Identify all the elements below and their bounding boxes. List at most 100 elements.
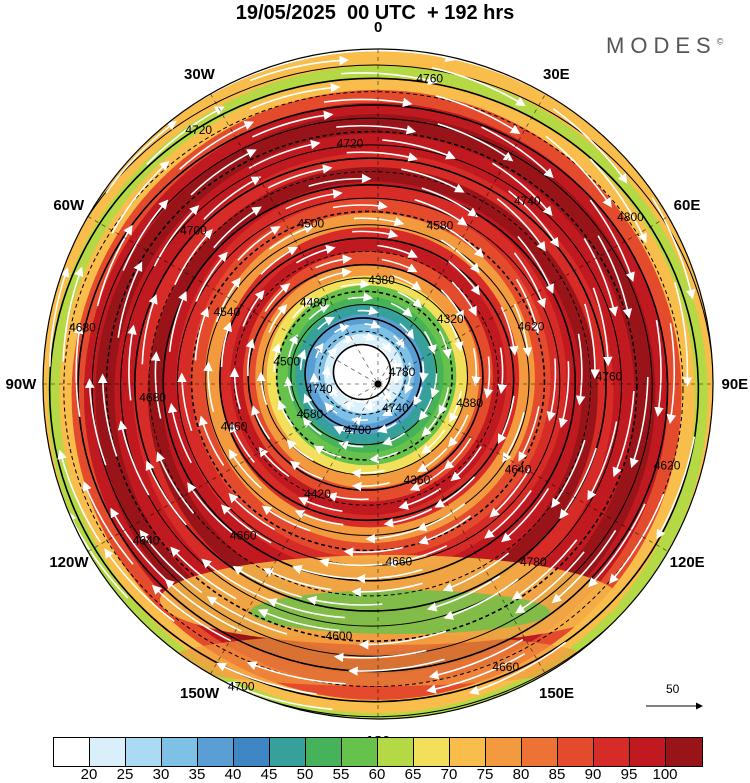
streamline-arrow xyxy=(62,266,84,362)
longitude-label: 150W xyxy=(180,684,220,702)
longitude-label: 90W xyxy=(5,375,37,393)
streamline-arrow xyxy=(484,490,532,539)
streamline-arrow xyxy=(249,82,341,110)
colorbar-swatch xyxy=(558,738,594,766)
streamline-arrow xyxy=(608,493,665,584)
colorbar-tick-label: 95 xyxy=(620,766,638,783)
streamline-arrow xyxy=(309,372,320,390)
streamline-arrow xyxy=(346,151,418,162)
streamline-arrow xyxy=(313,445,341,458)
streamline-arrow xyxy=(333,426,354,435)
streamline-arrow xyxy=(245,338,255,377)
streamline-arrow xyxy=(589,158,647,244)
streamline-arrow xyxy=(292,298,315,319)
streamline-arrow xyxy=(390,302,413,318)
streamline-arrow xyxy=(401,168,465,193)
streamline-arrow xyxy=(111,160,170,234)
contour-label: 4580 xyxy=(297,407,324,421)
streamline-arrow xyxy=(336,124,417,135)
streamline-arrow xyxy=(190,149,257,196)
streamline-arrow xyxy=(198,415,225,466)
streamline-arrow xyxy=(489,468,531,518)
streamline-arrow xyxy=(654,319,664,417)
contour-label: 4360 xyxy=(404,473,431,487)
streamline-arrow xyxy=(517,235,554,294)
streamline-arrow xyxy=(437,123,514,162)
streamline-arrow xyxy=(246,661,346,685)
colorbar-swatch xyxy=(126,738,162,766)
streamline-arrow xyxy=(257,608,340,632)
streamline-arrow xyxy=(651,197,696,300)
streamline-arrow xyxy=(518,406,540,462)
colorbar-tick-label: 55 xyxy=(332,766,350,783)
contour-label: 4720 xyxy=(337,136,364,150)
colorbar-swatch xyxy=(198,738,234,766)
reference-vector-label: 50 xyxy=(666,682,680,696)
streamline-arrow xyxy=(397,291,423,309)
colorbar-swatch xyxy=(594,738,630,766)
colorbar-swatch xyxy=(270,738,306,766)
streamline-arrow xyxy=(358,630,447,650)
streamline-arrow xyxy=(271,342,281,373)
streamline-arrow xyxy=(206,596,288,635)
streamline-arrow xyxy=(351,481,390,492)
height-contour xyxy=(133,157,607,612)
streamline-arrow xyxy=(481,126,554,179)
streamline-arrow xyxy=(323,97,413,108)
streamline-arrow xyxy=(514,551,585,614)
height-contour xyxy=(120,144,622,627)
streamline-arrow xyxy=(338,441,364,451)
colorbar-ticks: 20 25 30 35 40 45 50 55 60 65 70 75 80 85 90 95 100 xyxy=(53,766,703,783)
streamline-arrow xyxy=(443,437,472,470)
streamline-arrow xyxy=(381,258,418,273)
streamline-arrow xyxy=(268,304,288,333)
colorbar-tick-label: 60 xyxy=(368,766,386,783)
colorbar-tick-label: 40 xyxy=(224,766,242,783)
streamline-arrow xyxy=(216,662,317,695)
streamline-arrow xyxy=(104,548,175,622)
streamline-arrow xyxy=(303,393,316,413)
streamline-arrow xyxy=(329,385,339,397)
height-contour xyxy=(190,210,546,552)
streamline-arrow xyxy=(508,190,559,248)
contour-label: 4640 xyxy=(505,463,532,477)
streamline-arrow xyxy=(656,436,696,540)
streamline-arrow xyxy=(295,244,336,264)
contour-label: 4740 xyxy=(382,401,409,415)
streamline-arrow xyxy=(492,162,553,217)
streamline-arrow xyxy=(559,447,597,520)
contour-label: 4680 xyxy=(139,391,166,405)
colorbar-swatch xyxy=(630,738,666,766)
longitude-label: 120W xyxy=(49,554,89,571)
streamline-arrow xyxy=(170,546,237,600)
colorbar-swatch xyxy=(54,738,90,766)
streamline-arrow xyxy=(167,402,192,464)
streamline-arrow xyxy=(443,578,519,620)
contour-label: 4700 xyxy=(180,224,207,238)
colorbar-tick-label: 100 xyxy=(652,766,678,783)
streamline-arrow xyxy=(666,323,677,425)
streamline-arrow xyxy=(583,237,619,317)
contour-label: 4320 xyxy=(437,312,464,326)
contour-label: 4620 xyxy=(654,458,681,472)
streamline-arrow xyxy=(350,416,369,426)
streamline-arrow xyxy=(552,108,628,184)
streamline-arrow xyxy=(351,582,423,597)
streamline-arrow xyxy=(127,324,137,401)
contour-label: 4740 xyxy=(514,194,541,208)
streamline-arrow xyxy=(226,681,333,711)
contour-label: 4780 xyxy=(389,365,416,379)
contour-label: 4660 xyxy=(492,660,519,674)
streamline-arrow xyxy=(57,449,101,543)
streamline-arrow xyxy=(502,412,525,463)
streamline-arrow xyxy=(308,173,372,187)
streamline-arrow xyxy=(277,399,294,427)
height-contour xyxy=(162,184,577,582)
streamline-arrow xyxy=(450,446,482,482)
streamline-arrow xyxy=(151,584,232,642)
streamline-arrow xyxy=(266,598,345,619)
streamline-arrow xyxy=(73,324,84,417)
streamline-arrow xyxy=(145,460,187,526)
streamline-arrow xyxy=(348,658,445,676)
streamline-arrow xyxy=(263,568,332,591)
